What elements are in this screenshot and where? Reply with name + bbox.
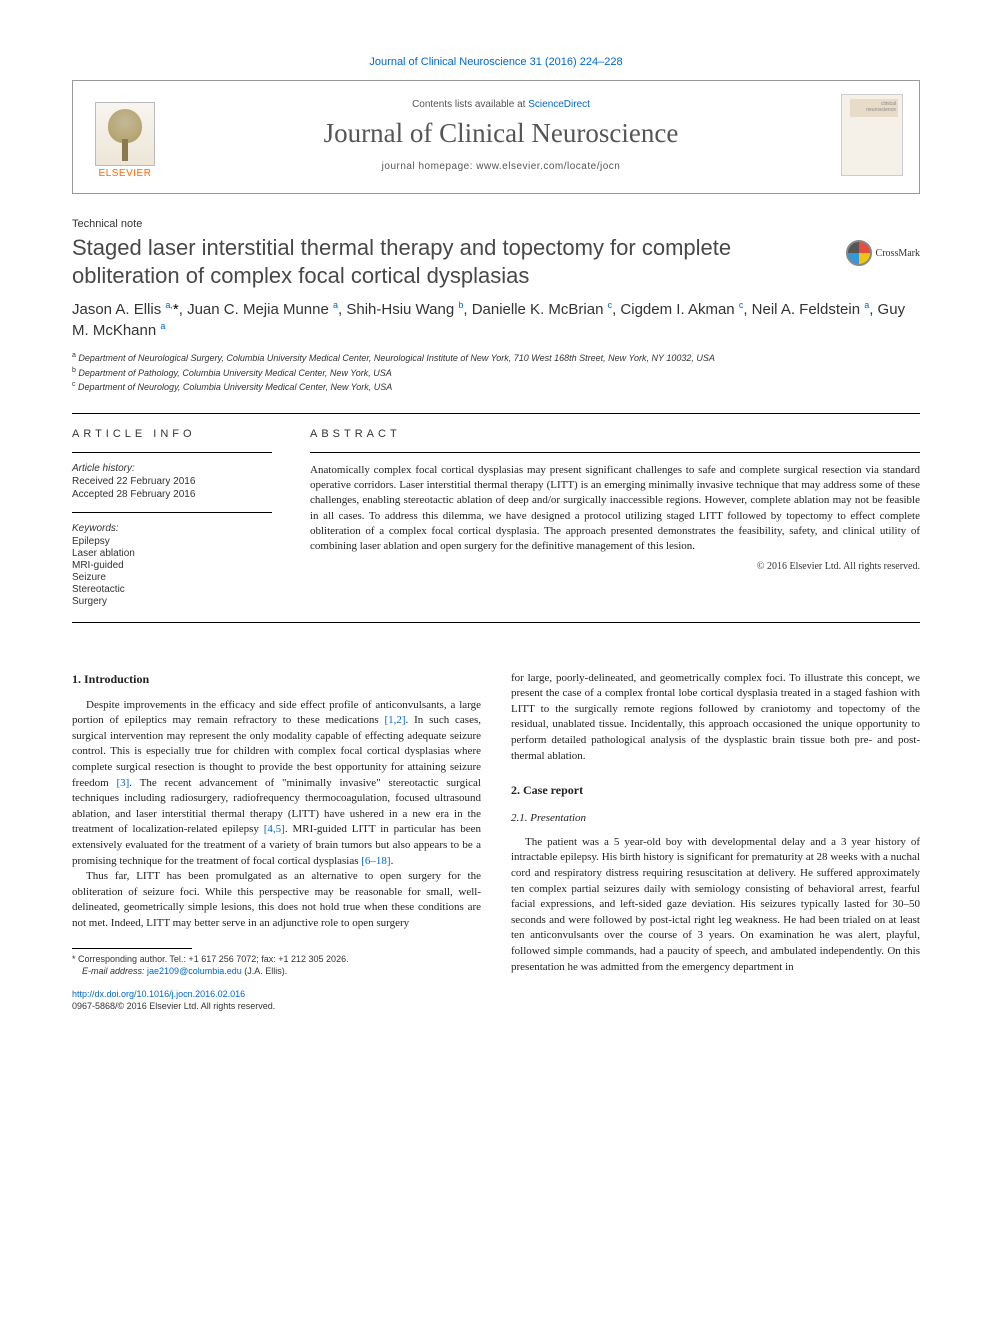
elsevier-label: ELSEVIER: [99, 168, 152, 179]
abstract-head: ABSTRACT: [310, 428, 920, 440]
article-info-head: ARTICLE INFO: [72, 428, 272, 440]
abstract-copyright: © 2016 Elsevier Ltd. All rights reserved…: [310, 561, 920, 572]
crossmark-badge[interactable]: CrossMark: [846, 240, 920, 266]
ref-link[interactable]: [3]: [116, 777, 129, 789]
keyword: Seizure: [72, 572, 272, 583]
footnotes: * Corresponding author. Tel.: +1 617 256…: [72, 953, 481, 978]
section-1-head: 1. Introduction: [72, 671, 481, 688]
sciencedirect-link[interactable]: ScienceDirect: [528, 99, 590, 110]
article-title: Staged laser interstitial thermal therap…: [72, 234, 830, 289]
affiliations: a Department of Neurological Surgery, Co…: [72, 351, 920, 395]
doi-block: http://dx.doi.org/10.1016/j.jocn.2016.02…: [72, 988, 481, 1013]
section-1-p2-cont: for large, poorly-delineated, and geomet…: [511, 671, 920, 765]
email-label: E-mail address:: [82, 966, 147, 976]
keyword: Epilepsy: [72, 536, 272, 547]
page: Journal of Clinical Neuroscience 31 (201…: [0, 0, 992, 1053]
abstract-rule: [310, 452, 920, 453]
header-center: Contents lists available at ScienceDirec…: [177, 99, 825, 172]
footnote-separator: [72, 948, 192, 949]
elsevier-tree-icon: [95, 102, 155, 166]
keywords-label: Keywords:: [72, 523, 272, 534]
doi-link[interactable]: http://dx.doi.org/10.1016/j.jocn.2016.02…: [72, 989, 245, 999]
journal-cover-thumbnail: [841, 94, 903, 176]
corresponding-author: Corresponding author. Tel.: +1 617 256 7…: [78, 954, 349, 964]
keyword: MRI-guided: [72, 560, 272, 571]
ref-link[interactable]: [6–18]: [361, 855, 390, 867]
section-rule-bottom: [72, 622, 920, 623]
contents-available-line: Contents lists available at ScienceDirec…: [177, 99, 825, 110]
keyword: Surgery: [72, 596, 272, 607]
homepage-url[interactable]: www.elsevier.com/locate/jocn: [476, 161, 620, 172]
journal-header-box: ELSEVIER Contents lists available at Sci…: [72, 80, 920, 194]
crossmark-icon: [846, 240, 872, 266]
section-2-1-p1: The patient was a 5 year-old boy with de…: [511, 835, 920, 975]
ref-link[interactable]: [1,2]: [384, 714, 405, 726]
elsevier-logo: ELSEVIER: [89, 91, 161, 179]
authors-line: Jason A. Ellis a,*, Juan C. Mejia Munne …: [72, 299, 920, 341]
keyword: Stereotactic: [72, 584, 272, 595]
section-1-p2: Thus far, LITT has been promulgated as a…: [72, 869, 481, 931]
section-rule-top: [72, 413, 920, 414]
article-info-block: ARTICLE INFO Article history: Received 2…: [72, 428, 272, 608]
keyword: Laser ablation: [72, 548, 272, 559]
abstract-text: Anatomically complex focal cortical dysp…: [310, 463, 920, 555]
abstract-block: ABSTRACT Anatomically complex focal cort…: [310, 428, 920, 608]
history-accepted: Accepted 28 February 2016: [72, 489, 272, 500]
info-rule-1: [72, 452, 272, 453]
section-1-p1: Despite improvements in the efficacy and…: [72, 698, 481, 870]
info-rule-2: [72, 512, 272, 513]
section-2-1-head: 2.1. Presentation: [511, 811, 920, 827]
body-two-column: 1. Introduction Despite improvements in …: [72, 671, 920, 1014]
issn-copyright: 0967-5868/© 2016 Elsevier Ltd. All right…: [72, 1001, 275, 1011]
history-received: Received 22 February 2016: [72, 476, 272, 487]
crossmark-label: CrossMark: [876, 248, 920, 259]
article-type: Technical note: [72, 218, 920, 230]
journal-homepage: journal homepage: www.elsevier.com/locat…: [177, 161, 825, 172]
section-2-head: 2. Case report: [511, 782, 920, 799]
journal-citation-link[interactable]: Journal of Clinical Neuroscience 31 (201…: [72, 56, 920, 68]
journal-title: Journal of Clinical Neuroscience: [177, 118, 825, 149]
ref-link[interactable]: [4,5]: [264, 823, 285, 835]
author-email-link[interactable]: jae2109@columbia.edu: [147, 966, 242, 976]
history-label: Article history:: [72, 463, 272, 474]
